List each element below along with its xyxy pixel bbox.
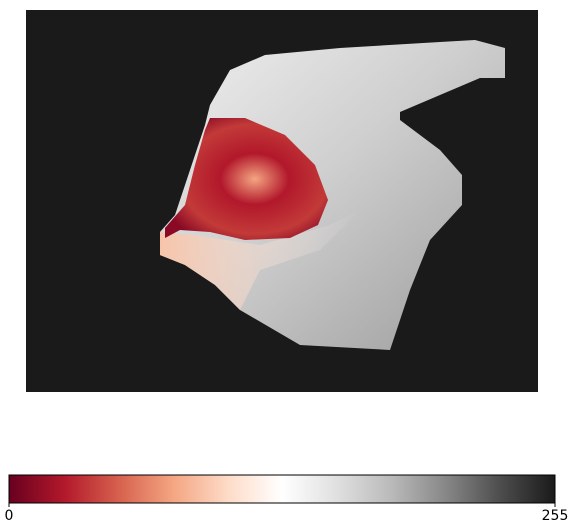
colorbar-tick-label: 0	[5, 508, 14, 524]
colorbar	[8, 474, 556, 504]
colorbar-tick-label: 255	[542, 508, 569, 524]
light-band	[160, 210, 360, 310]
red-region	[165, 118, 328, 240]
